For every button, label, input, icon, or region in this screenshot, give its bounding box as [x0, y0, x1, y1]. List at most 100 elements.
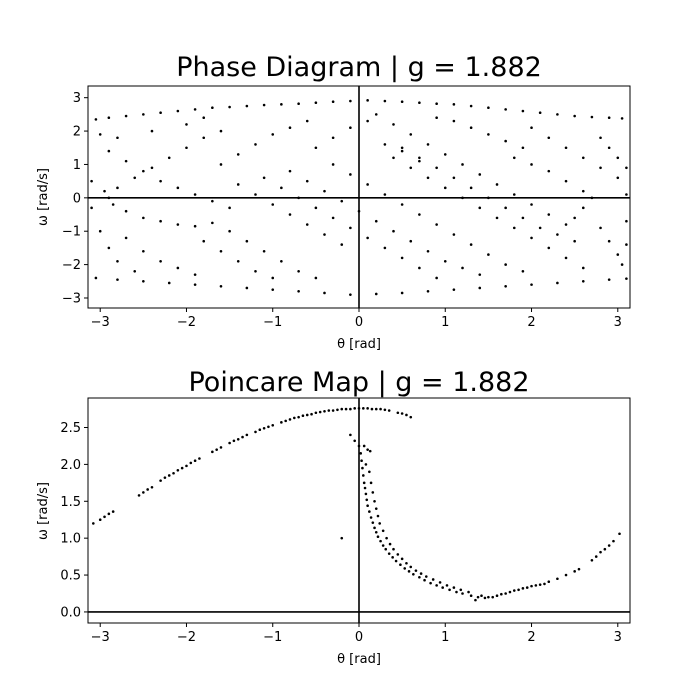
data-point — [271, 276, 275, 280]
data-point — [504, 263, 507, 266]
data-point — [538, 111, 542, 115]
data-point — [409, 166, 413, 170]
data-point — [556, 113, 559, 116]
data-point — [150, 485, 154, 489]
data-point — [232, 439, 236, 443]
data-point — [271, 203, 275, 206]
data-point — [202, 136, 206, 140]
data-point — [349, 173, 352, 176]
data-point — [547, 213, 551, 216]
data-point — [543, 582, 546, 586]
data-point — [107, 246, 111, 250]
data-point — [538, 226, 542, 230]
data-point — [245, 239, 249, 243]
data-point — [297, 102, 300, 105]
data-point — [349, 226, 352, 230]
data-point — [478, 173, 482, 176]
data-point — [271, 288, 275, 291]
data-point — [163, 476, 167, 479]
data-point — [159, 111, 162, 115]
data-point — [336, 408, 339, 412]
data-point — [368, 470, 371, 474]
chart-title: Poincare Map | g = 1.882 — [188, 367, 529, 398]
data-point — [400, 100, 404, 103]
data-point — [392, 123, 395, 126]
data-point — [409, 133, 413, 136]
data-point — [385, 536, 388, 540]
data-point — [409, 415, 413, 419]
data-point — [530, 283, 533, 286]
data-point — [478, 206, 482, 210]
data-point — [383, 246, 387, 250]
data-point — [327, 409, 331, 412]
data-point — [452, 119, 456, 123]
data-point — [424, 575, 428, 578]
data-point — [469, 243, 473, 246]
data-point — [284, 419, 287, 423]
data-point — [573, 216, 576, 220]
y-tick-label: 3 — [73, 91, 81, 106]
data-point — [340, 199, 344, 203]
data-point — [474, 598, 477, 602]
data-point — [538, 583, 542, 586]
data-point — [469, 594, 473, 598]
data-point — [262, 103, 266, 107]
data-point — [111, 203, 115, 206]
data-point — [258, 428, 262, 432]
phase-diagram-chart: Phase Diagram | g = 1.882 −3 −2 −1 0 1 2 3 −3 −2… — [36, 52, 631, 352]
data-point — [435, 223, 438, 226]
data-point — [159, 219, 162, 223]
data-point — [305, 413, 309, 417]
data-point — [107, 512, 111, 516]
data-point — [418, 266, 421, 270]
data-point — [530, 126, 533, 130]
data-point — [111, 510, 115, 513]
data-point — [288, 418, 292, 421]
data-point — [193, 459, 197, 463]
data-point — [452, 176, 456, 180]
data-point — [435, 166, 438, 170]
data-point — [581, 206, 585, 210]
zero-lines — [88, 86, 630, 308]
data-point — [547, 246, 551, 250]
y-tick-label: 1.5 — [60, 495, 81, 510]
data-point — [452, 288, 456, 291]
data-point — [254, 143, 257, 146]
data-point — [366, 183, 369, 186]
data-point — [176, 186, 180, 190]
data-point — [305, 179, 309, 183]
data-point — [504, 139, 507, 143]
data-point — [469, 186, 473, 190]
data-point — [381, 529, 385, 533]
y-axis-label: ω [rad/s] — [36, 168, 51, 226]
data-point — [314, 206, 318, 210]
data-point — [365, 498, 369, 502]
data-point — [340, 407, 344, 411]
data-point — [426, 143, 430, 146]
data-point — [262, 176, 266, 180]
data-point — [369, 481, 373, 485]
data-point — [193, 193, 197, 196]
data-point — [383, 408, 387, 412]
data-point — [124, 114, 128, 118]
data-point — [331, 163, 335, 166]
data-point — [361, 466, 364, 470]
data-point — [323, 409, 326, 413]
data-point — [236, 183, 240, 186]
data-point — [461, 592, 464, 595]
data-point — [616, 253, 620, 256]
data-point — [245, 104, 249, 108]
data-point — [362, 481, 366, 485]
data-point — [288, 169, 292, 173]
data-point — [487, 106, 490, 109]
data-point — [564, 573, 568, 577]
data-point — [371, 491, 375, 494]
data-point — [388, 542, 392, 546]
data-point — [236, 259, 240, 263]
data-point — [577, 567, 581, 571]
data-point — [159, 479, 162, 482]
data-point — [193, 108, 197, 111]
data-point — [381, 544, 385, 547]
data-point — [564, 223, 568, 226]
